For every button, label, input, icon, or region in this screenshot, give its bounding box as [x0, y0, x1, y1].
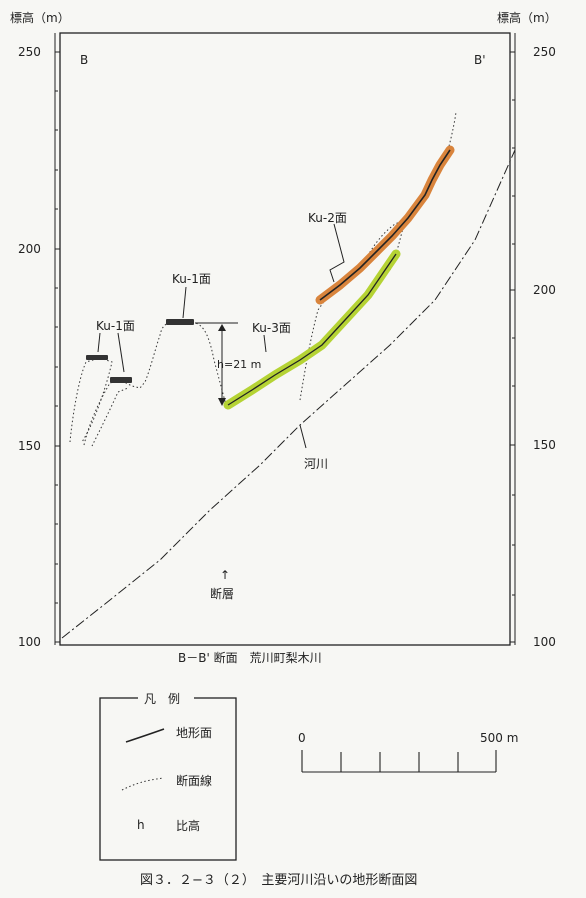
tick-label-250-right: 250 [533, 45, 556, 59]
legend-label-section: 断面線 [176, 773, 212, 788]
ku2-surface-line [319, 149, 451, 301]
scale-bar [301, 750, 497, 773]
section-lines [69, 111, 457, 447]
corner-label-b: B [80, 53, 88, 67]
tick-label-250-left: 250 [18, 45, 41, 59]
legend-label-height: 比高 [176, 818, 200, 833]
legend-title: 凡 例 [144, 692, 180, 706]
legend-solid-line-symbol [125, 728, 165, 743]
height-arrow-up [218, 324, 226, 331]
tick-label-200-left: 200 [18, 242, 41, 256]
right-ticks [510, 51, 515, 643]
ku1-left-label: Ku-1面 [96, 319, 135, 333]
tick-label-150-right: 150 [533, 438, 556, 452]
legend-label-terrain: 地形面 [176, 726, 212, 740]
river-profile-line [61, 149, 516, 639]
left-axis-title: 標高（m） [10, 10, 70, 25]
figure-caption: 図３．２−３（２） 主要河川沿いの地形断面図 [140, 873, 417, 888]
legend-title-bg [138, 692, 194, 706]
right-axis-title: 標高（m） [497, 10, 557, 25]
fault-label: 断層 [210, 586, 234, 601]
ku1-terrace-marks [86, 319, 194, 383]
tick-label-100-left: 100 [18, 635, 41, 649]
fault-arrow: ↑ [220, 568, 230, 582]
height-label: h=21 m [217, 358, 261, 371]
ku1-center-label: Ku-1面 [172, 272, 211, 286]
tick-label-200-right: 200 [533, 283, 556, 297]
leader-lines [97, 223, 345, 449]
left-ticks [55, 51, 60, 643]
section-title: B－B' 断面 荒川町梨木川 [178, 650, 322, 665]
tick-label-150-left: 150 [18, 439, 41, 453]
corner-label-b-prime: B' [474, 53, 486, 67]
river-label: 河川 [304, 457, 328, 471]
legend-h-symbol: h [137, 818, 145, 832]
height-arrow-down [218, 398, 226, 406]
tick-label-100-right: 100 [533, 635, 556, 649]
legend-dotted-line-symbol [121, 777, 165, 791]
legend-box [99, 697, 237, 861]
scale-end-label: 500 m [480, 731, 518, 745]
ku3-surface-line [227, 253, 397, 406]
ku3-label: Ku-3面 [252, 321, 291, 335]
plot-frame [59, 32, 511, 646]
ku2-label: Ku-2面 [308, 211, 347, 225]
scale-start-label: 0 [298, 731, 306, 745]
